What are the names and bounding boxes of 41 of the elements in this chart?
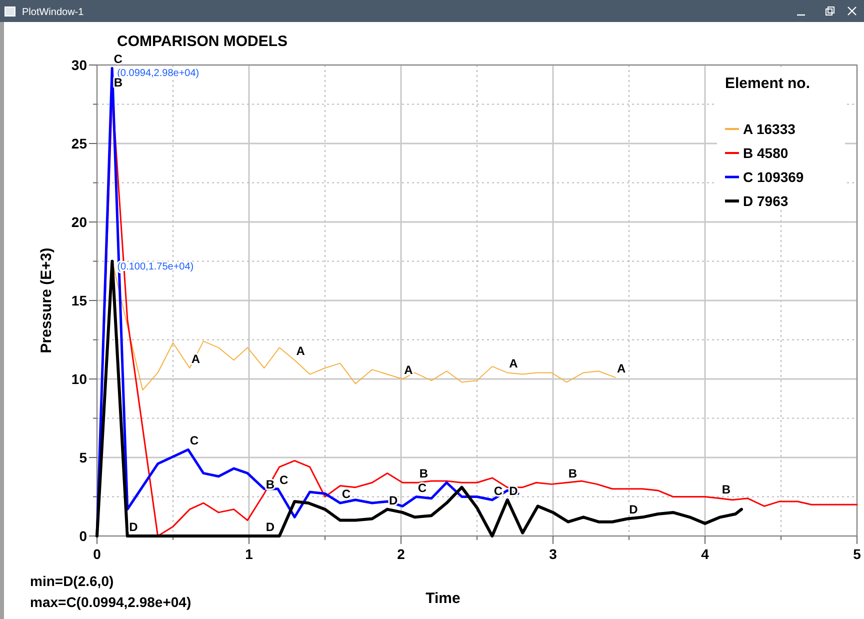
- annotation: B: [722, 482, 731, 496]
- x-tick-label: 0: [93, 546, 102, 562]
- annotation: A: [616, 361, 626, 376]
- x-tick-label: 5: [853, 546, 862, 562]
- x-tick-label: 4: [701, 546, 710, 562]
- annotation: C: [418, 480, 427, 495]
- legend-label: B 4580: [743, 145, 788, 161]
- annotation: C: [342, 487, 351, 502]
- annotation: A: [404, 363, 414, 377]
- legend-label: D 7963: [743, 193, 788, 209]
- legend-title: Element no.: [725, 75, 810, 92]
- x-tick-label: 3: [549, 546, 558, 562]
- annotation: C: [114, 52, 123, 66]
- x-axis-title: Time: [426, 590, 460, 607]
- line-series: [96, 260, 743, 538]
- y-tick-label: 0: [79, 528, 88, 544]
- y-axis-title: Pressure (E+3): [38, 248, 55, 354]
- annotation: C: [280, 472, 289, 487]
- annotation: C: [494, 484, 503, 498]
- y-tick-label: 5: [79, 450, 88, 466]
- x-tick-label: 1: [245, 546, 254, 562]
- annotation: B: [568, 466, 578, 481]
- annotation: A: [296, 344, 306, 358]
- x-tick-label: 2: [397, 546, 406, 562]
- legend-label: A 16333: [743, 121, 796, 137]
- text: min=D(2.6,0): [30, 573, 114, 589]
- y-tick-label: 25: [71, 136, 88, 152]
- annotation: C: [190, 434, 199, 448]
- annotation: D: [129, 520, 138, 534]
- y-tick-label: 20: [71, 214, 88, 230]
- legend-label: C 109369: [743, 169, 804, 185]
- annotation: A: [509, 356, 518, 371]
- text: PlotWindow-1: [22, 7, 84, 18]
- y-tick-label: 30: [71, 57, 88, 73]
- annotation: D: [629, 502, 638, 517]
- y-tick-label: 15: [71, 292, 88, 308]
- annotation: B: [419, 466, 428, 481]
- chart-title: COMPARISON MODELS: [117, 33, 288, 50]
- text: max=C(0.0994,2.98e+04): [30, 594, 192, 610]
- y-tick-label: 10: [71, 371, 88, 387]
- annotation: D: [266, 520, 275, 534]
